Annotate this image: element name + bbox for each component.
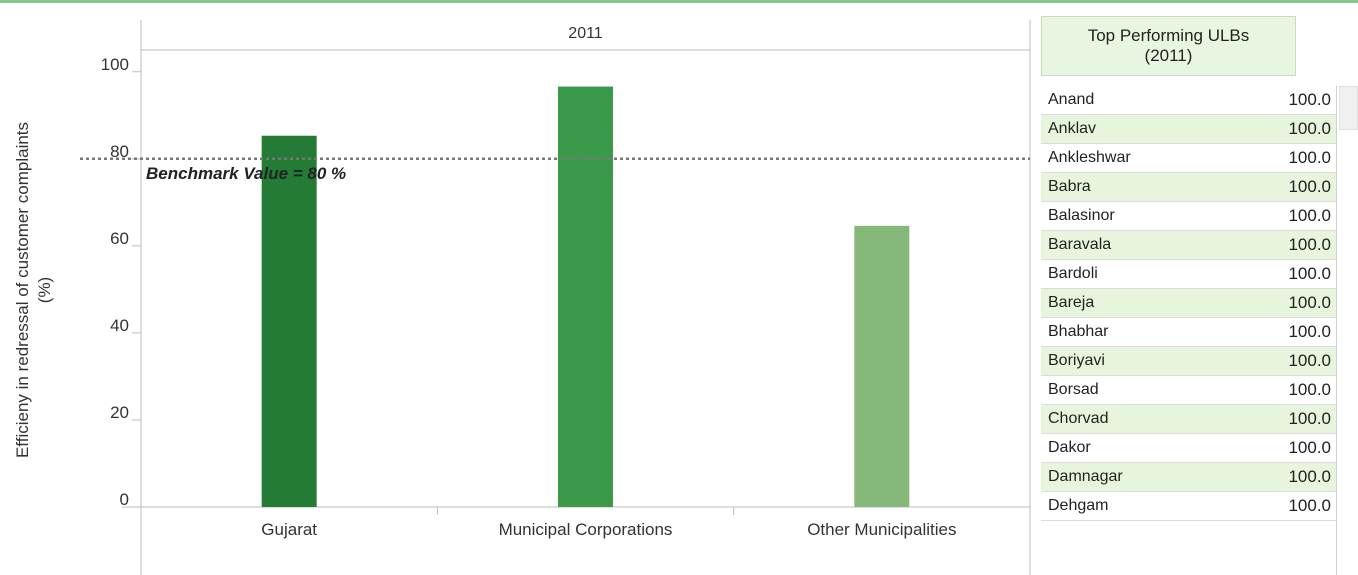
benchmark-label: Benchmark Value = 80 % — [146, 164, 346, 183]
ulb-value: 100.0 — [1288, 380, 1331, 399]
ulb-name: Babra — [1048, 178, 1091, 195]
y-tick-label: 0 — [120, 490, 129, 509]
list-item[interactable]: Balasinor 100.0 — [1041, 202, 1337, 231]
ulb-name: Anklav — [1048, 120, 1097, 137]
list-item[interactable]: Damnagar 100.0 — [1041, 463, 1337, 492]
bar — [261, 135, 317, 508]
ulb-value: 100.0 — [1288, 119, 1331, 138]
ulb-name: Dakor — [1048, 439, 1091, 456]
chart-title: 2011 — [568, 25, 603, 42]
ulb-name: Ankleshwar — [1048, 149, 1131, 166]
y-tick-label: 80 — [110, 142, 129, 161]
panel-title: Top Performing ULBs — [1087, 26, 1250, 45]
list-item[interactable]: Borsad 100.0 — [1041, 376, 1337, 405]
ulb-value: 100.0 — [1288, 293, 1331, 312]
y-axis-label-line1: Efficieny in redressal of customer compl… — [13, 122, 32, 458]
ulb-name: Bardoli — [1048, 265, 1098, 282]
y-tick-label: 100 — [101, 55, 129, 74]
ulb-value: 100.0 — [1288, 90, 1331, 109]
y-axis-label-line2: (%) — [35, 277, 54, 303]
list-item[interactable]: Boriyavi 100.0 — [1041, 347, 1337, 376]
bar — [558, 86, 613, 507]
list-item[interactable]: Anand 100.0 — [1041, 86, 1337, 115]
list-item[interactable]: Bhabhar 100.0 — [1041, 318, 1337, 347]
ulb-name: Borsad — [1048, 381, 1099, 398]
list-item[interactable]: Chorvad 100.0 — [1041, 405, 1337, 434]
list-item[interactable]: Dakor 100.0 — [1041, 434, 1337, 463]
panel-divider — [1336, 86, 1337, 575]
list-item[interactable]: Bareja 100.0 — [1041, 289, 1337, 318]
ulb-list[interactable]: Anand 100.0 Anklav 100.0 Ankleshwar 100.0 Babr… — [1041, 86, 1337, 521]
ulb-value: 100.0 — [1288, 177, 1331, 196]
ulb-name: Chorvad — [1048, 410, 1109, 427]
ulb-value: 100.0 — [1288, 148, 1331, 167]
y-tick-label: 40 — [110, 316, 129, 335]
ulb-value: 100.0 — [1288, 322, 1331, 341]
list-item[interactable]: Ankleshwar 100.0 — [1041, 144, 1337, 173]
ulb-value: 100.0 — [1288, 496, 1331, 515]
list-item[interactable]: Bardoli 100.0 — [1041, 260, 1337, 289]
ulb-value: 100.0 — [1288, 206, 1331, 225]
ulb-name: Baravala — [1048, 236, 1112, 253]
x-tick-label: Gujarat — [261, 520, 317, 539]
ulb-value: 100.0 — [1288, 467, 1331, 486]
list-item[interactable]: Anklav 100.0 — [1041, 115, 1337, 144]
ulb-name: Anand — [1048, 91, 1095, 108]
x-tick-label: Municipal Corporations — [499, 520, 673, 539]
ulb-value: 100.0 — [1288, 438, 1331, 457]
top-border — [0, 0, 1358, 3]
ulb-name: Balasinor — [1048, 207, 1115, 224]
panel-subtitle: (2011) — [1144, 46, 1193, 65]
y-tick-label: 60 — [110, 229, 129, 248]
bar-chart: 2011 0 20 40 60 80 100 Gujarat Municipal Corpora… — [80, 20, 1031, 575]
y-axis-title: Efficieny in redressal of customer compl… — [13, 122, 54, 458]
top-ulbs-panel: Top Performing ULBs (2011) Anand 100.0 Ank… — [1041, 16, 1358, 575]
x-tick-label: Other Municipalities — [807, 520, 956, 539]
y-tick-label: 20 — [110, 403, 129, 422]
ulb-value: 100.0 — [1288, 264, 1331, 283]
list-item[interactable]: Dehgam 100.0 — [1041, 492, 1337, 521]
panel-header: Top Performing ULBs (2011) — [1041, 16, 1296, 76]
list-item[interactable]: Babra 100.0 — [1041, 173, 1337, 202]
scrollbar-thumb[interactable] — [1339, 86, 1358, 130]
ulb-name: Bareja — [1048, 294, 1095, 311]
ulb-value: 100.0 — [1288, 409, 1331, 428]
list-item[interactable]: Baravala 100.0 — [1041, 231, 1337, 260]
ulb-value: 100.0 — [1288, 351, 1331, 370]
ulb-name: Bhabhar — [1048, 323, 1109, 340]
ulb-name: Dehgam — [1048, 497, 1109, 514]
ulb-value: 100.0 — [1288, 235, 1331, 254]
ulb-name: Damnagar — [1048, 468, 1123, 485]
bar — [854, 225, 910, 508]
ulb-name: Boriyavi — [1048, 352, 1105, 369]
